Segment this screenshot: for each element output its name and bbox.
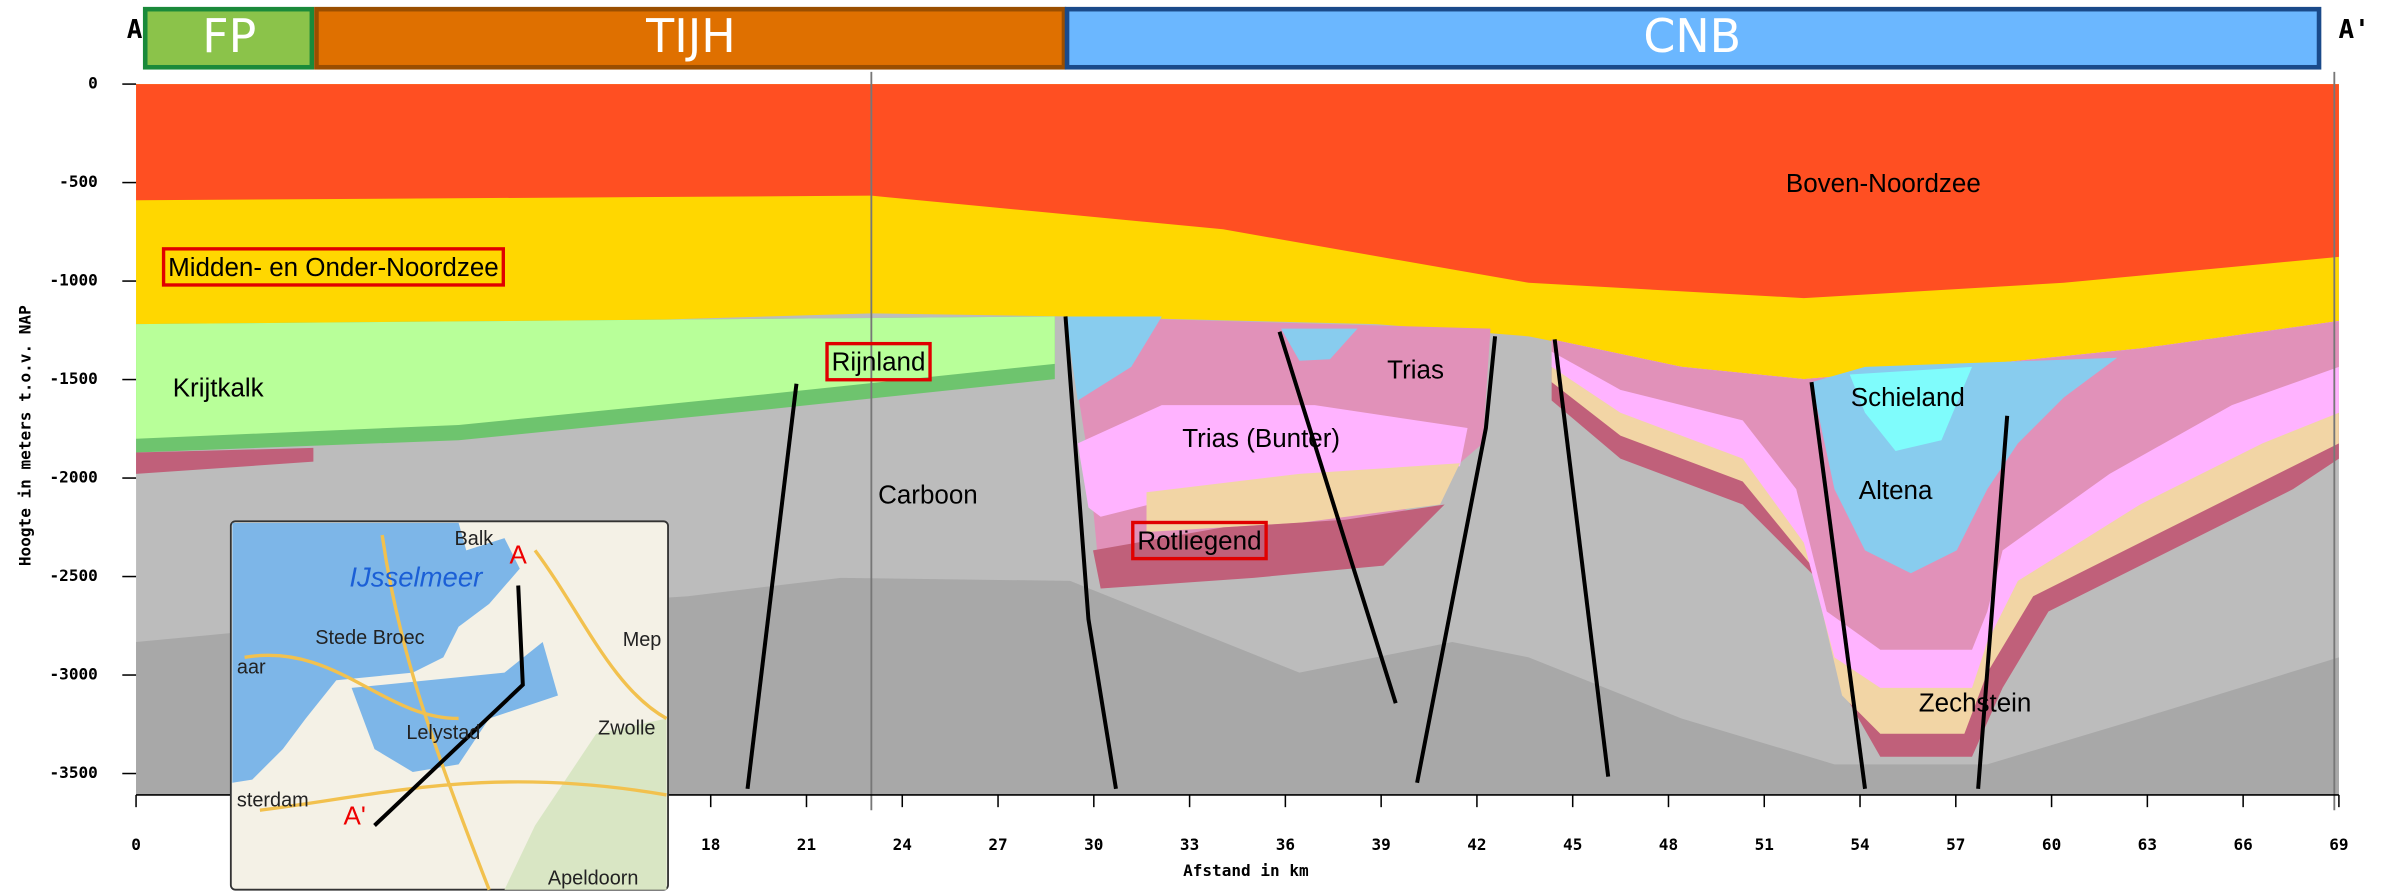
unit-label: Midden- en Onder-Noordzee [168, 252, 499, 282]
x-axis-title: Afstand in km [1183, 861, 1309, 880]
map-point: A' [344, 801, 366, 831]
unit-label: Altena [1859, 475, 1933, 505]
x-tick-label: 63 [2138, 835, 2157, 854]
x-tick-label: 30 [1084, 835, 1103, 854]
x-tick-label: 21 [797, 835, 816, 854]
y-tick-label: -2000 [50, 468, 98, 487]
unit-label: Zechstein [1919, 688, 2032, 718]
y-axis-title: Hoogte in meters t.o.v. NAP [15, 305, 34, 566]
x-tick-label: 60 [2042, 835, 2061, 854]
x-tick-label: 57 [1946, 835, 1965, 854]
x-tick-label: 48 [1659, 835, 1678, 854]
x-tick-label: 36 [1276, 835, 1295, 854]
map-label: Zwolle [598, 717, 655, 739]
unit-label: Carboon [878, 480, 978, 510]
x-tick-label: 54 [1850, 835, 1869, 854]
zone-label: FP [202, 9, 256, 63]
unit-label: Krijtkalk [173, 373, 265, 403]
y-tick-label: 0 [88, 74, 98, 93]
x-tick-label: 69 [2329, 835, 2348, 854]
x-tick-label: 66 [2233, 835, 2252, 854]
x-tick-label: 18 [701, 835, 720, 854]
y-tick-label: -2500 [50, 566, 98, 585]
map-label: Lelystad [406, 722, 480, 744]
map-label: Balk [455, 528, 494, 550]
y-tick-label: -3500 [50, 763, 98, 782]
y-tick-label: -1500 [50, 369, 98, 388]
unit-label: Trias [1387, 354, 1444, 384]
map-label: Apeldoorn [548, 867, 639, 889]
unit-label: Schieland [1851, 382, 1965, 412]
unit-label: Boven-Noordzee [1786, 168, 1981, 198]
x-tick-label: 39 [1371, 835, 1390, 854]
unit-label: Rijnland [832, 347, 926, 377]
y-tick-label: -3000 [50, 665, 98, 684]
x-tick-label: 33 [1180, 835, 1199, 854]
unit-label: Rotliegend [1137, 526, 1261, 556]
x-tick-label: 0 [131, 835, 141, 854]
map-label: Mep [623, 629, 662, 651]
zone-label: TIJH [645, 9, 736, 63]
x-tick-label: 24 [893, 835, 912, 854]
map-inset: Balk IJsselmeer Stede Broec Mep aar Lely… [231, 521, 668, 889]
x-tick-label: 42 [1467, 835, 1486, 854]
map-label: IJsselmeer [349, 562, 484, 593]
map-point: A [510, 539, 528, 569]
y-tick-label: -1000 [50, 271, 98, 290]
zone-label: CNB [1643, 9, 1741, 63]
map-label: Stede Broec [315, 627, 424, 649]
x-tick-label: 51 [1755, 835, 1774, 854]
x-tick-label: 27 [988, 835, 1007, 854]
cross-section: A A' FP TIJH CNB [0, 0, 2397, 892]
section-end: A' [2339, 15, 2370, 45]
section-end: A [127, 15, 143, 45]
unit-label: Trias (Bunter) [1182, 423, 1340, 453]
map-label: sterdam [237, 789, 309, 811]
x-tick-label: 45 [1563, 835, 1582, 854]
map-label: aar [237, 656, 266, 678]
y-tick-label: -500 [59, 172, 98, 191]
